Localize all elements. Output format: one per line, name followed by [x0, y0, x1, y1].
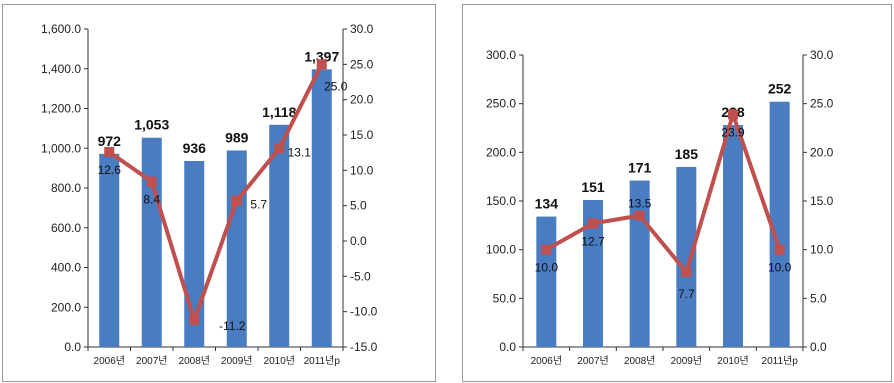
y-tick-label-right: -5.0 [350, 269, 371, 283]
bar [141, 137, 162, 347]
line-value-label: 7.7 [678, 287, 695, 301]
y-tick-label-left: 150.0 [486, 194, 516, 208]
y-tick-label-left: 400.0 [51, 261, 81, 275]
line-value-label: 13.1 [288, 145, 312, 159]
right-chart-panel: 0.0 50.0 100.0 150.0 200.0 250.0 300.0 0.0 5.0 10… [462, 4, 892, 382]
y-tick-label-left: 100.0 [486, 243, 516, 257]
x-tick-label: 2011년p [762, 355, 799, 367]
y-tick-label-right: 30.0 [350, 22, 374, 36]
line-value-label: 23.9 [721, 125, 745, 139]
bar [269, 124, 290, 347]
y-tick-label-right: 20.0 [810, 145, 834, 159]
line-marker [274, 143, 285, 154]
line-value-label: 12.6 [98, 163, 122, 177]
y-tick-label-left: 200.0 [486, 145, 516, 159]
x-tick-label: 2011년p [304, 355, 341, 367]
line-value-label: 10.0 [535, 261, 559, 275]
line-value-label: 13.5 [628, 197, 652, 211]
line-value-label: 5.7 [250, 198, 267, 212]
left-chart-panel: 0.0 200.0 400.0 600.0 800.0 1,000.0 1,200.0 1,4… [2, 4, 436, 382]
y-tick-label-left: 800.0 [51, 181, 81, 195]
y-tick-label-right: 5.0 [810, 291, 827, 305]
growth-rate-line [108, 63, 324, 323]
bar-value-label: 972 [98, 133, 122, 149]
bar [723, 125, 743, 347]
bar-value-label: 134 [535, 196, 559, 212]
x-tick-label: 2006년 [94, 355, 125, 367]
y-tick-label-right: 25.0 [350, 57, 374, 71]
bar-value-label: 936 [183, 140, 207, 156]
bar-value-label: 1,397 [304, 48, 339, 64]
line-value-label: -11.2 [219, 319, 246, 333]
bar [583, 200, 603, 347]
bar-value-label: 151 [581, 179, 605, 195]
y-tick-label-right: -10.0 [350, 305, 378, 319]
line-marker [104, 146, 115, 157]
bar [226, 150, 247, 347]
x-tick-label: 2007년 [577, 355, 608, 367]
y-tick-label-left: 50.0 [493, 291, 517, 305]
line-value-label: 10.0 [768, 261, 792, 275]
y-tick-label-right: 10.0 [350, 163, 374, 177]
x-tick-label: 2008년 [179, 355, 210, 367]
line-marker [541, 244, 552, 255]
line-marker [681, 267, 692, 278]
y-tick-label-left: 300.0 [486, 48, 516, 62]
y-tick-label-left: 1,600.0 [41, 22, 81, 36]
right-combo-chart: 0.0 50.0 100.0 150.0 200.0 250.0 300.0 0.0 5.0 10… [486, 48, 834, 367]
left-combo-chart: 0.0 200.0 400.0 600.0 800.0 1,000.0 1,200.0 1,4… [41, 22, 378, 367]
bar [311, 69, 332, 347]
y-tick-label-right: 15.0 [810, 194, 834, 208]
bar-value-label: 252 [768, 81, 792, 97]
y-tick-label-left: 1,400.0 [41, 62, 81, 76]
y-tick-label-right: 20.0 [350, 93, 374, 107]
growth-rate-line [545, 112, 782, 275]
line-marker [774, 244, 785, 255]
line-marker [728, 109, 738, 120]
y-tick-label-left: 1,000.0 [41, 141, 81, 155]
x-tick-label: 2010년 [264, 355, 295, 367]
y-tick-label-right: 25.0 [810, 97, 834, 111]
bar [769, 101, 790, 347]
line-marker [189, 315, 200, 326]
x-tick-label: 2008년 [624, 355, 655, 367]
x-tick-label: 2006년 [531, 355, 562, 367]
line-marker [316, 59, 327, 70]
y-tick-label-right: 5.0 [350, 199, 367, 213]
y-tick-label-left: 0.0 [64, 340, 81, 354]
bar-value-label: 1,053 [134, 117, 169, 133]
line-value-label: 8.4 [143, 193, 160, 207]
bar [99, 153, 120, 347]
y-tick-label-left: 1,200.0 [41, 102, 81, 116]
y-tick-label-left: 600.0 [51, 221, 81, 235]
bar-value-label: 171 [628, 160, 652, 176]
x-tick-label: 2007년 [136, 355, 167, 367]
x-tick-label: 2009년 [671, 355, 702, 367]
line-marker [588, 218, 598, 229]
y-tick-label-left: 250.0 [486, 97, 516, 111]
x-tick-label: 2010년 [717, 355, 748, 367]
line-value-label: 12.7 [581, 234, 605, 248]
line-marker [634, 210, 645, 221]
bar-value-label: 185 [675, 146, 699, 162]
panel-gap [438, 0, 458, 383]
bar [536, 216, 557, 347]
line-marker [231, 195, 242, 206]
y-tick-label-left: 200.0 [51, 300, 81, 314]
line-marker [146, 176, 157, 187]
bar-value-label: 1,118 [262, 104, 296, 120]
bar-value-label: 989 [225, 129, 249, 145]
y-tick-label-right: 0.0 [810, 340, 827, 354]
bar [676, 166, 697, 347]
y-tick-label-right: -15.0 [350, 340, 378, 354]
y-tick-label-right: 10.0 [810, 243, 834, 257]
x-tick-label: 2009년 [221, 355, 252, 367]
line-value-label: 25.0 [324, 79, 348, 93]
y-tick-label-right: 15.0 [350, 128, 374, 142]
y-tick-label-left: 0.0 [499, 340, 516, 354]
y-tick-label-right: 30.0 [810, 48, 834, 62]
y-tick-label-right: 0.0 [350, 234, 367, 248]
